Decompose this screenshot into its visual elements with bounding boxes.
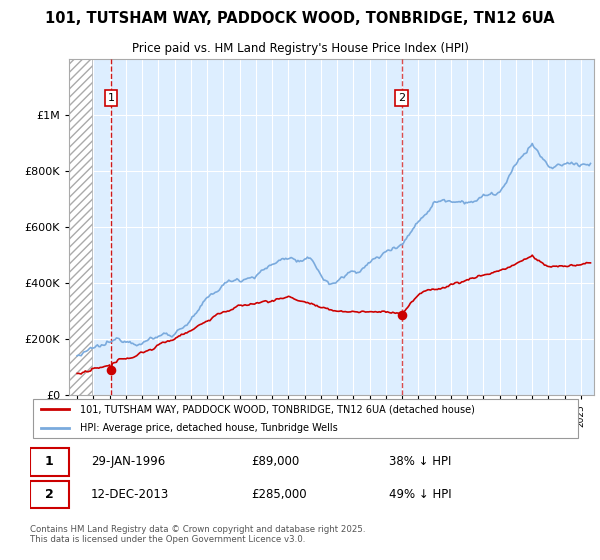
Bar [69,59,92,395]
Text: 101, TUTSHAM WAY, PADDOCK WOOD, TONBRIDGE, TN12 6UA (detached house): 101, TUTSHAM WAY, PADDOCK WOOD, TONBRIDG… [80,404,475,414]
Text: HPI: Average price, detached house, Tunbridge Wells: HPI: Average price, detached house, Tunb… [80,423,337,433]
Text: 2: 2 [45,488,53,501]
Text: £285,000: £285,000 [251,488,307,501]
Text: Contains HM Land Registry data © Crown copyright and database right 2025.
This d: Contains HM Land Registry data © Crown c… [30,525,365,544]
Text: 1: 1 [45,455,53,469]
Point [397,310,407,319]
Text: £89,000: £89,000 [251,455,299,469]
Text: 101, TUTSHAM WAY, PADDOCK WOOD, TONBRIDGE, TN12 6UA: 101, TUTSHAM WAY, PADDOCK WOOD, TONBRIDG… [45,11,555,26]
Text: 12-DEC-2013: 12-DEC-2013 [91,488,169,501]
Text: 1: 1 [107,93,115,103]
Text: 2: 2 [398,93,405,103]
Text: 49% ↓ HPI: 49% ↓ HPI [389,488,451,501]
FancyBboxPatch shape [33,399,578,438]
FancyBboxPatch shape [30,481,68,508]
Text: 38% ↓ HPI: 38% ↓ HPI [389,455,451,469]
Text: 29-JAN-1996: 29-JAN-1996 [91,455,165,469]
Text: Price paid vs. HM Land Registry's House Price Index (HPI): Price paid vs. HM Land Registry's House … [131,43,469,55]
FancyBboxPatch shape [30,449,68,475]
Point [106,366,116,375]
